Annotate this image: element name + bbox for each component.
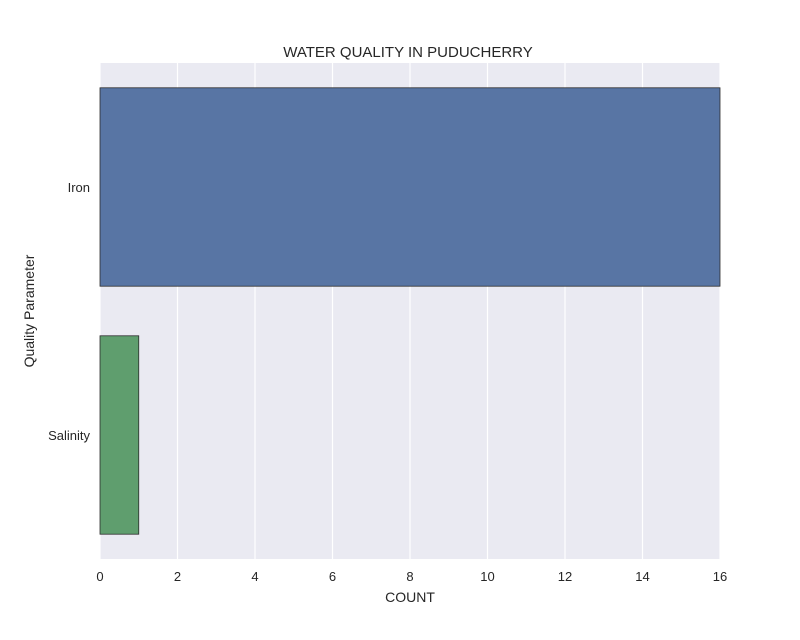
x-tick-label: 4 bbox=[251, 569, 258, 584]
x-tick-labels: 0 2 4 6 8 10 12 14 16 bbox=[96, 569, 727, 584]
y-tick-labels: Iron Salinity bbox=[48, 180, 90, 443]
x-tick-label: 2 bbox=[174, 569, 181, 584]
bars bbox=[99, 87, 721, 535]
chart-title: WATER QUALITY IN PUDUCHERRY bbox=[283, 44, 532, 61]
x-tick-label: 12 bbox=[558, 569, 572, 584]
x-tick-label: 14 bbox=[635, 569, 649, 584]
bar-iron bbox=[99, 87, 721, 287]
y-tick-label: Iron bbox=[68, 180, 90, 195]
x-tick-label: 6 bbox=[329, 569, 336, 584]
x-tick-label: 16 bbox=[713, 569, 727, 584]
y-axis-title: Quality Parameter bbox=[21, 254, 37, 367]
y-tick-label: Salinity bbox=[48, 428, 90, 443]
x-tick-label: 8 bbox=[406, 569, 413, 584]
x-tick-label: 0 bbox=[96, 569, 103, 584]
bar-salinity bbox=[99, 335, 140, 535]
x-axis-title: COUNT bbox=[385, 589, 435, 605]
x-tick-label: 10 bbox=[480, 569, 494, 584]
